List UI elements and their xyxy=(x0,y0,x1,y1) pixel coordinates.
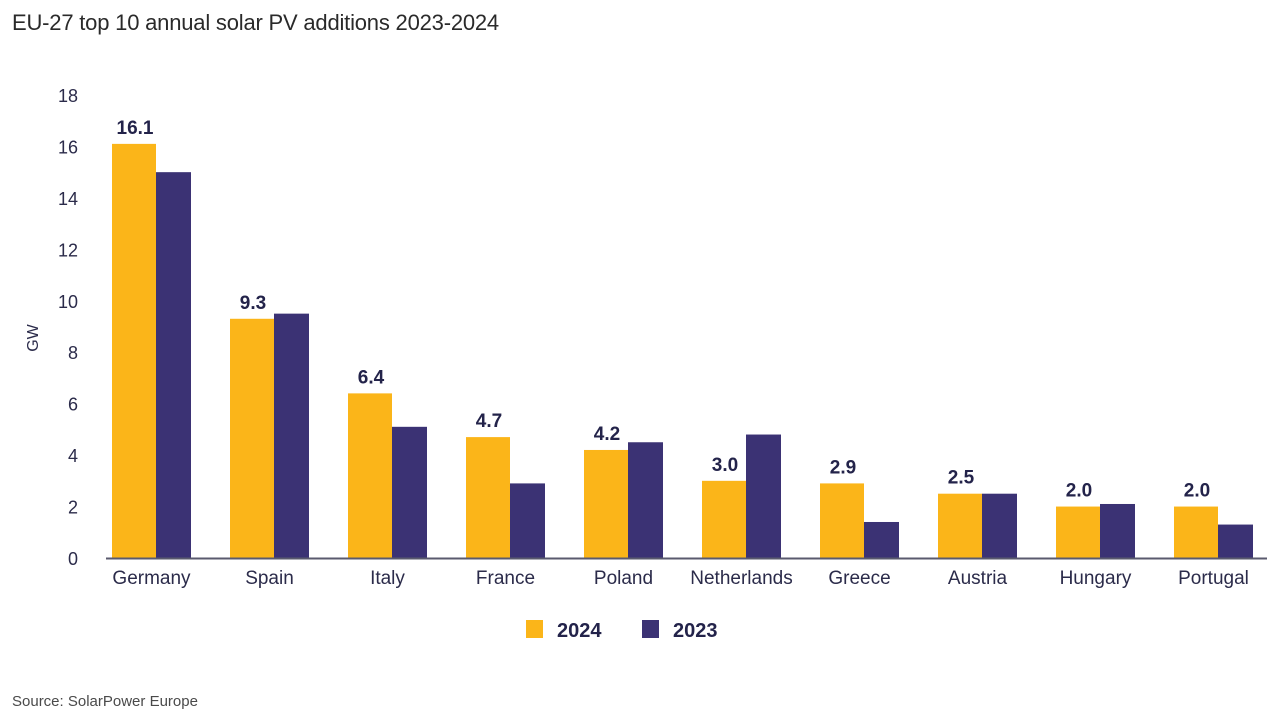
x-tick-label: Portugal xyxy=(1178,568,1249,589)
bar-2024 xyxy=(230,318,274,558)
data-label: 2.9 xyxy=(830,457,856,478)
y-tick-label: 8 xyxy=(68,343,78,363)
x-tick-label: Greece xyxy=(828,568,890,589)
y-tick-label: 18 xyxy=(58,86,78,106)
source-note: Source: SolarPower Europe xyxy=(12,693,198,710)
bar-2024 xyxy=(584,449,628,558)
x-tick-label: Austria xyxy=(948,568,1008,589)
bar-2024 xyxy=(1174,506,1218,558)
x-tick-label: Germany xyxy=(112,568,191,589)
bar-2023 xyxy=(274,313,309,558)
y-axis-label: GW xyxy=(25,323,42,351)
data-label: 4.7 xyxy=(476,411,502,432)
y-tick-label: 2 xyxy=(68,498,78,518)
bar-2023 xyxy=(156,172,191,558)
bar-2023 xyxy=(864,521,899,558)
data-label: 2.5 xyxy=(948,468,975,489)
chart-title: EU-27 top 10 annual solar PV additions 2… xyxy=(12,10,499,35)
bar-2023 xyxy=(510,483,545,558)
y-tick-label: 4 xyxy=(68,446,78,466)
bar-2024 xyxy=(702,480,746,558)
data-label: 9.3 xyxy=(240,293,266,314)
bar-2023 xyxy=(392,426,427,558)
data-label: 4.2 xyxy=(594,424,620,445)
x-tick-label: Hungary xyxy=(1060,568,1132,589)
bar-2023 xyxy=(628,442,663,558)
y-tick-label: 0 xyxy=(68,549,78,569)
bar-2024 xyxy=(938,493,982,558)
x-tick-label: Poland xyxy=(594,568,653,589)
y-tick-label: 6 xyxy=(68,395,78,415)
legend-swatch-2023 xyxy=(642,620,659,638)
bar-2024 xyxy=(1056,506,1100,558)
legend-swatch-2024 xyxy=(526,620,543,638)
x-tick-label: France xyxy=(476,568,535,589)
y-tick-label: 12 xyxy=(58,240,78,260)
data-label: 16.1 xyxy=(117,118,154,139)
data-label: 6.4 xyxy=(358,367,385,388)
bar-2024 xyxy=(820,483,864,558)
legend-label-2024: 2024 xyxy=(557,620,602,642)
legend-label-2023: 2023 xyxy=(673,620,718,642)
x-tick-label: Italy xyxy=(370,568,405,589)
bar-2023 xyxy=(1100,503,1135,558)
data-label: 2.0 xyxy=(1184,481,1210,502)
x-tick-label: Netherlands xyxy=(690,568,792,589)
bar-2023 xyxy=(746,434,781,558)
bar-2024 xyxy=(466,437,510,558)
data-label: 3.0 xyxy=(712,455,738,476)
y-tick-label: 14 xyxy=(58,189,78,209)
x-tick-label: Spain xyxy=(245,568,294,589)
bar-2023 xyxy=(982,493,1017,558)
y-tick-label: 16 xyxy=(58,137,78,157)
y-tick-label: 10 xyxy=(58,292,78,312)
bar-2024 xyxy=(348,393,392,558)
data-label: 2.0 xyxy=(1066,481,1092,502)
bar-2023 xyxy=(1218,524,1253,558)
bar-2024 xyxy=(112,143,156,558)
